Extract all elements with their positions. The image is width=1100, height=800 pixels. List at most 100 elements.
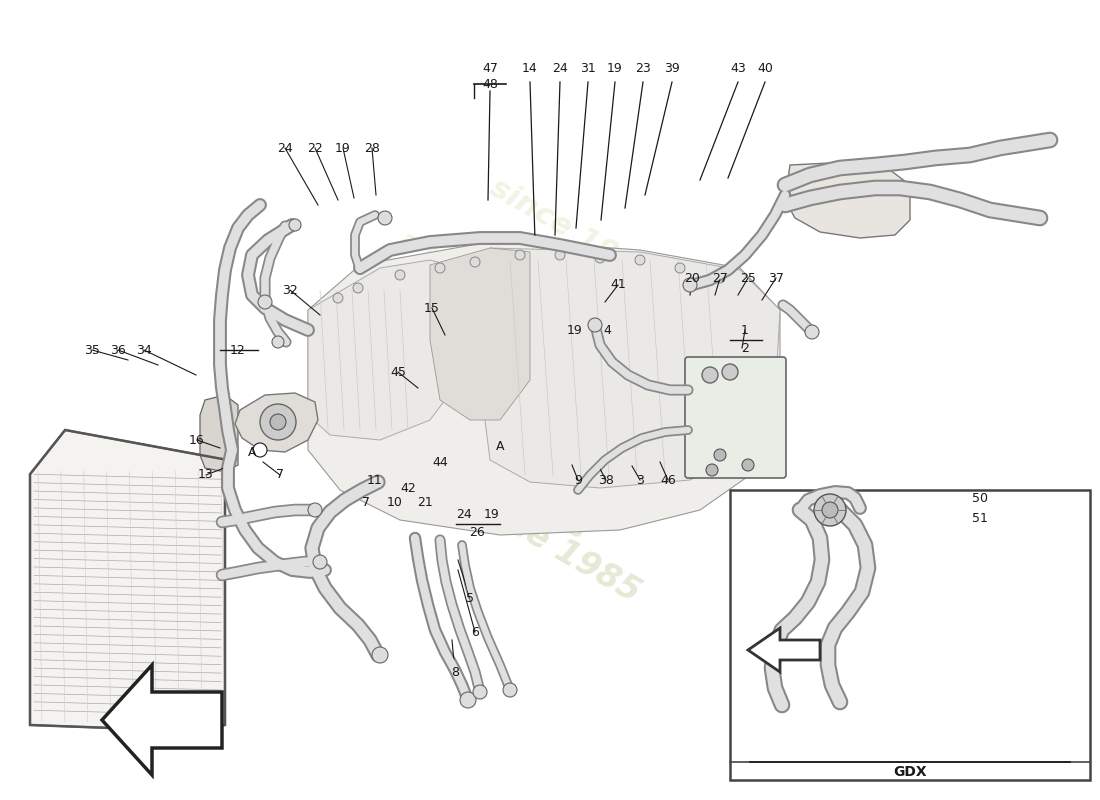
Text: 25: 25 xyxy=(740,271,756,285)
Circle shape xyxy=(706,464,718,476)
Circle shape xyxy=(742,459,754,471)
Text: 50: 50 xyxy=(972,491,988,505)
Text: 36: 36 xyxy=(110,343,125,357)
Text: 34: 34 xyxy=(136,343,152,357)
Text: 37: 37 xyxy=(768,271,784,285)
Text: 15: 15 xyxy=(425,302,440,314)
Text: a Motorsport Parts: a Motorsport Parts xyxy=(334,383,590,545)
Text: 24: 24 xyxy=(456,507,472,521)
Text: GDX: GDX xyxy=(893,765,927,779)
Circle shape xyxy=(595,253,605,263)
Circle shape xyxy=(270,414,286,430)
Circle shape xyxy=(395,270,405,280)
Circle shape xyxy=(805,325,820,339)
Text: 22: 22 xyxy=(307,142,323,154)
Circle shape xyxy=(258,295,272,309)
Circle shape xyxy=(460,692,476,708)
Polygon shape xyxy=(102,665,222,775)
Circle shape xyxy=(289,219,301,231)
Text: 8: 8 xyxy=(451,666,459,679)
Text: 13: 13 xyxy=(198,469,213,482)
Circle shape xyxy=(722,364,738,380)
Circle shape xyxy=(675,263,685,273)
Text: 19: 19 xyxy=(607,62,623,74)
Circle shape xyxy=(260,404,296,440)
Polygon shape xyxy=(430,248,530,420)
Text: 44: 44 xyxy=(432,455,448,469)
Text: 11: 11 xyxy=(367,474,383,486)
Text: 26: 26 xyxy=(469,526,485,538)
Text: 42: 42 xyxy=(400,482,416,494)
Text: 7: 7 xyxy=(362,495,370,509)
Text: 46: 46 xyxy=(660,474,675,486)
Circle shape xyxy=(333,293,343,303)
Polygon shape xyxy=(308,260,460,440)
Text: 6: 6 xyxy=(471,626,478,638)
Text: 9: 9 xyxy=(574,474,582,486)
Polygon shape xyxy=(30,430,225,731)
FancyBboxPatch shape xyxy=(685,357,786,478)
Text: 38: 38 xyxy=(598,474,614,486)
Text: 1: 1 xyxy=(741,323,749,337)
Text: 40: 40 xyxy=(757,62,773,74)
Text: 19: 19 xyxy=(484,507,499,521)
Text: 51: 51 xyxy=(972,511,988,525)
Text: 19: 19 xyxy=(336,142,351,154)
Text: 45: 45 xyxy=(390,366,406,378)
Polygon shape xyxy=(480,248,780,488)
Text: 3: 3 xyxy=(636,474,644,486)
Text: 47: 47 xyxy=(482,62,498,74)
Polygon shape xyxy=(748,628,820,672)
Circle shape xyxy=(683,278,697,292)
Text: A: A xyxy=(248,446,256,458)
Text: 43: 43 xyxy=(730,62,746,74)
Circle shape xyxy=(814,494,846,526)
Text: 23: 23 xyxy=(635,62,651,74)
Text: 39: 39 xyxy=(664,62,680,74)
Polygon shape xyxy=(235,393,318,452)
Circle shape xyxy=(372,647,388,663)
Circle shape xyxy=(308,503,322,517)
Text: A: A xyxy=(496,439,504,453)
Text: a Motorsport Parts: a Motorsport Parts xyxy=(396,227,638,381)
Circle shape xyxy=(714,449,726,461)
Polygon shape xyxy=(308,240,780,535)
Text: 16: 16 xyxy=(189,434,205,446)
Text: 41: 41 xyxy=(610,278,626,291)
Text: 19: 19 xyxy=(568,323,583,337)
Text: 10: 10 xyxy=(387,495,403,509)
Circle shape xyxy=(470,257,480,267)
Circle shape xyxy=(434,263,446,273)
Text: 48: 48 xyxy=(482,78,498,91)
Text: 7: 7 xyxy=(276,469,284,482)
Polygon shape xyxy=(200,395,238,472)
Circle shape xyxy=(556,250,565,260)
Circle shape xyxy=(635,255,645,265)
Text: 27: 27 xyxy=(712,271,728,285)
Text: 12: 12 xyxy=(230,343,246,357)
Text: 35: 35 xyxy=(84,343,100,357)
Polygon shape xyxy=(785,162,910,238)
Circle shape xyxy=(253,443,267,457)
Circle shape xyxy=(314,555,327,569)
Text: 31: 31 xyxy=(580,62,596,74)
Text: 4: 4 xyxy=(603,323,611,337)
Text: 2: 2 xyxy=(741,342,749,354)
Circle shape xyxy=(702,367,718,383)
Circle shape xyxy=(378,211,392,225)
Text: since 1985: since 1985 xyxy=(485,174,659,290)
Circle shape xyxy=(353,283,363,293)
Circle shape xyxy=(515,250,525,260)
Text: 24: 24 xyxy=(552,62,568,74)
Text: 21: 21 xyxy=(417,495,433,509)
Text: 20: 20 xyxy=(684,271,700,285)
Text: 5: 5 xyxy=(466,591,474,605)
Circle shape xyxy=(588,318,602,332)
Text: 32: 32 xyxy=(282,283,298,297)
Text: 24: 24 xyxy=(277,142,293,154)
Text: since 1985: since 1985 xyxy=(454,479,646,609)
Circle shape xyxy=(715,273,725,283)
Text: 14: 14 xyxy=(522,62,538,74)
Text: 28: 28 xyxy=(364,142,380,154)
Circle shape xyxy=(272,336,284,348)
